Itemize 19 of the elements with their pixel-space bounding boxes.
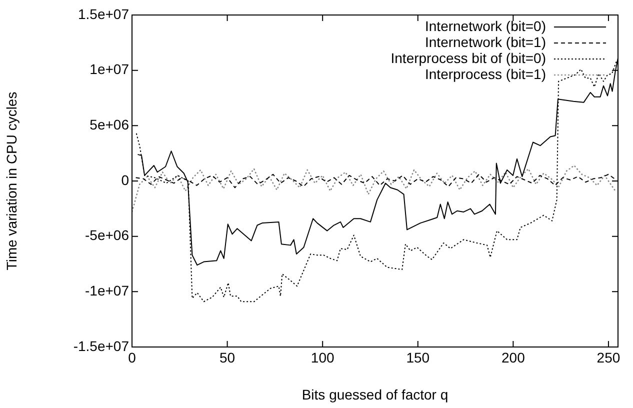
legend-label: Internetwork (bit=0) [425,18,546,34]
legend-label: Interprocess bit of (bit=0) [390,50,546,66]
y-tick-label: 1.5e+07 [78,6,130,22]
y-tick-label: -5e+06 [85,227,130,244]
y-tick-label: 5e+06 [90,116,130,133]
x-axis-title: Bits guessed of factor q [302,386,448,402]
legend-label: Interprocess (bit=1) [425,66,546,82]
x-tick-label: 50 [220,349,236,366]
x-tick-label: 250 [596,349,620,366]
x-tick-label: 100 [310,349,334,366]
y-tick-label: -1e+07 [85,282,130,299]
x-tick-label: 150 [406,349,430,366]
y-tick-label: 0 [121,172,130,188]
legend-label: Internetwork (bit=1) [425,34,546,50]
y-tick-label: -1.5e+07 [73,338,130,354]
line-series [132,164,617,213]
x-tick-label: 200 [501,349,526,366]
y-tick-label: 1e+07 [90,61,130,78]
y-axis-title: Time variation in CPU cycles [3,92,20,270]
